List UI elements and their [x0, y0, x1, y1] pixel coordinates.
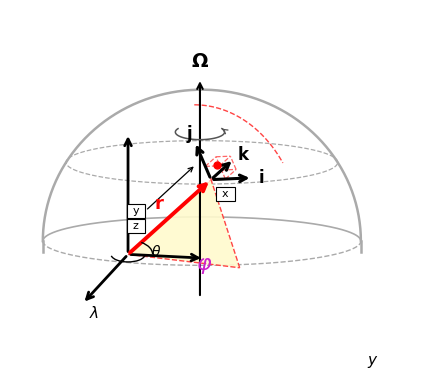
Polygon shape — [128, 180, 240, 268]
Text: $\mathbf{r}$: $\mathbf{r}$ — [155, 195, 165, 213]
Text: $\lambda$: $\lambda$ — [89, 305, 99, 321]
Text: $\mathbf{i}$: $\mathbf{i}$ — [258, 169, 264, 187]
FancyBboxPatch shape — [216, 187, 234, 201]
Text: y: y — [368, 353, 377, 368]
Text: $\mathbf{j}$: $\mathbf{j}$ — [186, 123, 193, 145]
Text: y: y — [132, 206, 139, 216]
FancyBboxPatch shape — [127, 204, 145, 218]
FancyBboxPatch shape — [127, 219, 145, 233]
Text: $\mathbf{k}$: $\mathbf{k}$ — [237, 146, 250, 164]
Text: $\varphi$: $\varphi$ — [196, 256, 212, 276]
Text: $\theta$: $\theta$ — [151, 244, 161, 259]
Text: x: x — [222, 189, 229, 199]
Text: $\mathbf{\Omega}$: $\mathbf{\Omega}$ — [191, 52, 209, 71]
Text: z: z — [133, 221, 138, 231]
